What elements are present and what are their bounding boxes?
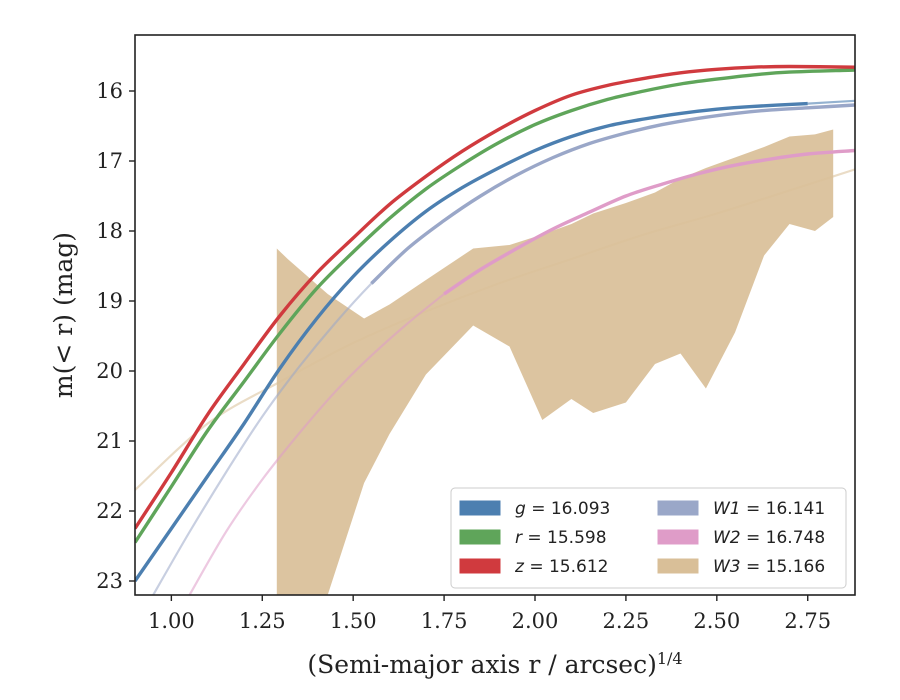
legend-var: z [514, 557, 525, 577]
x-tick-label: 2.00 [512, 609, 559, 633]
series-w3-band [276, 129, 834, 595]
series-r-line [135, 68, 855, 544]
legend-label-w1: W1 = 16.141 [713, 499, 825, 519]
legend-value: = 16.748 [741, 528, 826, 548]
series-w2-line [443, 148, 855, 296]
legend-value: = 16.141 [741, 499, 826, 519]
x-axis: 1.00 1.25 1.50 1.75 2.00 2.25 2.50 2.75 [148, 595, 831, 633]
legend-label-w3: W3 = 15.166 [713, 557, 825, 577]
series-z-line [135, 64, 855, 530]
plot-area [135, 64, 855, 595]
x-tick-label: 2.25 [603, 609, 650, 633]
legend-var: W1 [713, 499, 741, 519]
legend-swatch-w2 [657, 529, 699, 545]
x-axis-label-text: (Semi-major axis r / arcsec) [307, 650, 656, 679]
y-axis: 16 17 18 19 20 21 22 23 [96, 79, 135, 593]
legend-var: W2 [713, 528, 741, 548]
legend-value: = 15.612 [524, 557, 609, 577]
legend-var: W3 [713, 557, 741, 577]
y-tick-label: 18 [96, 219, 123, 243]
x-tick-label: 2.50 [693, 609, 740, 633]
y-tick-label: 19 [96, 289, 123, 313]
y-tick-label: 20 [96, 359, 123, 383]
legend-swatch-w1 [657, 500, 699, 516]
legend-var: r [515, 528, 523, 548]
legend-label-g: g = 16.093 [515, 499, 610, 519]
legend-var: g [515, 499, 526, 519]
legend-frame [450, 487, 847, 589]
legend-label-r: r = 15.598 [515, 528, 607, 548]
series-g-faded-tail [807, 99, 855, 105]
legend-swatch-g [459, 500, 501, 516]
x-tick-label: 1.00 [148, 609, 195, 633]
series-w1-line [370, 103, 855, 285]
legend-swatch-z [459, 558, 501, 574]
series-w1-faded-line [152, 247, 409, 595]
y-tick-label: 22 [96, 499, 123, 523]
series-g-line [135, 101, 808, 582]
y-tick-label: 17 [96, 149, 123, 173]
legend-label-z: z = 15.612 [514, 557, 608, 577]
y-tick-label: 16 [96, 79, 123, 103]
x-axis-label: (Semi-major axis r / arcsec)1/4 [307, 649, 682, 680]
axes-frame [134, 34, 856, 596]
y-tick-label: 23 [96, 569, 123, 593]
legend-value: = 16.093 [526, 499, 611, 519]
legend-value: = 15.598 [522, 528, 607, 548]
y-tick-label: 21 [96, 429, 123, 453]
y-axis-label: m(< r) (mag) [49, 232, 78, 398]
x-tick-label: 1.75 [421, 609, 468, 633]
x-tick-label: 1.50 [330, 609, 377, 633]
x-tick-label: 1.25 [239, 609, 286, 633]
legend-label-w2: W2 = 16.748 [713, 528, 825, 548]
x-tick-label: 2.75 [784, 609, 831, 633]
legend-swatch-w3 [657, 558, 699, 574]
legend-value: = 15.166 [741, 557, 826, 577]
series-w2-faded-line [188, 293, 445, 595]
x-axis-label-exponent: 1/4 [657, 649, 683, 668]
legend-swatch-r [459, 529, 501, 545]
